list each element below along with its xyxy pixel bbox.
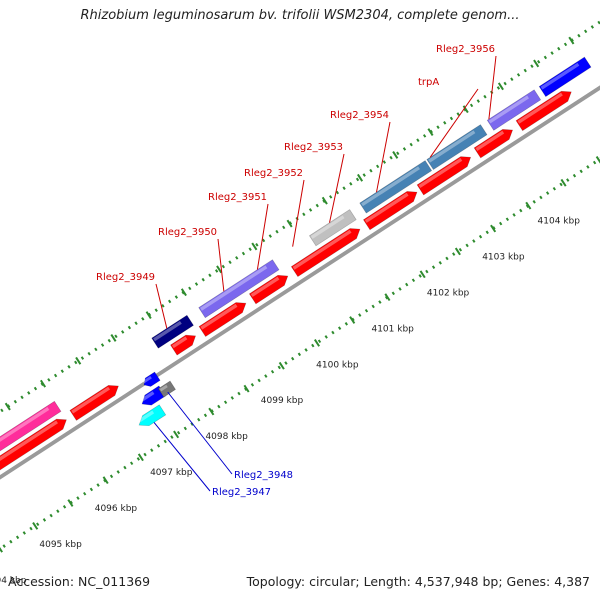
gene-label[interactable]: Rleg2_3947 xyxy=(212,487,271,498)
label-leader xyxy=(217,238,225,292)
gene-label[interactable]: Rleg2_3953 xyxy=(284,142,343,153)
gene-rleg2-3952[interactable] xyxy=(308,209,357,247)
major-tick xyxy=(427,128,434,136)
label-leader xyxy=(153,422,211,492)
scale-label: 4095 kbp xyxy=(39,540,82,550)
major-tick xyxy=(75,356,82,365)
gene-rleg2-3949[interactable] xyxy=(151,314,194,349)
backbone-line xyxy=(0,85,600,480)
gene-label[interactable]: Rleg2_3948 xyxy=(234,470,293,481)
major-tick xyxy=(595,155,600,164)
map-title: Rhizobium leguminosarum bv. trifolii WSM… xyxy=(80,8,520,23)
major-tick xyxy=(39,379,47,388)
gene-pink[interactable] xyxy=(0,400,62,493)
major-tick xyxy=(313,338,321,347)
gene-trpa[interactable] xyxy=(426,124,488,170)
scale-label: 4102 kbp xyxy=(427,288,470,298)
gene-label[interactable]: trpA xyxy=(418,77,439,88)
backbone-highlight xyxy=(0,83,600,475)
major-tick xyxy=(560,178,567,187)
scale-label: 4099 kbp xyxy=(261,396,304,406)
accession-text: Accession: NC_011369 xyxy=(8,574,151,589)
major-tick xyxy=(4,402,11,411)
scale-label: 4096 kbp xyxy=(95,504,138,514)
cds-feature[interactable] xyxy=(473,125,516,159)
gene-label[interactable]: Rleg2_3956 xyxy=(436,44,495,55)
scale-label: 4094 kbp xyxy=(0,576,27,586)
major-tick xyxy=(392,151,399,159)
major-tick xyxy=(208,407,215,416)
gene-label[interactable]: Rleg2_3951 xyxy=(208,192,267,203)
scale-label: 4101 kbp xyxy=(371,324,414,334)
cds-feature[interactable] xyxy=(515,87,575,132)
gene-label[interactable]: Rleg2_3949 xyxy=(96,272,155,283)
major-tick xyxy=(462,105,469,114)
major-tick xyxy=(173,430,180,439)
label-leader xyxy=(429,88,479,158)
major-tick xyxy=(454,247,461,256)
gene-rleg2-3948[interactable] xyxy=(157,380,176,398)
major-tick xyxy=(102,476,109,485)
gene-rleg2-3947[interactable] xyxy=(136,404,167,430)
major-tick xyxy=(525,201,532,210)
gene-reverse-a[interactable] xyxy=(139,385,166,409)
major-tick xyxy=(216,265,223,274)
major-tick xyxy=(384,293,391,302)
gene-reverse-b[interactable] xyxy=(141,371,161,389)
cds-feature[interactable] xyxy=(416,152,474,196)
label-leader xyxy=(155,283,168,329)
major-tick xyxy=(180,288,187,297)
major-tick xyxy=(145,311,152,319)
major-tick xyxy=(32,521,39,530)
major-tick xyxy=(243,384,250,393)
genome-summary-text: Topology: circular; Length: 4,537,948 bp… xyxy=(246,574,590,589)
gene-label[interactable]: Rleg2_3954 xyxy=(330,110,389,121)
scale-label: 4098 kbp xyxy=(205,432,248,442)
label-leader xyxy=(167,391,233,475)
gene-rleg2-3956[interactable] xyxy=(486,89,542,131)
major-tick xyxy=(278,361,285,370)
major-tick xyxy=(286,219,293,228)
inner-tick-track xyxy=(0,157,600,551)
major-tick xyxy=(251,242,258,251)
gene-label[interactable]: Rleg2_3950 xyxy=(158,227,217,238)
major-tick xyxy=(419,270,426,279)
gene-next[interactable] xyxy=(538,56,592,97)
major-tick xyxy=(137,453,144,462)
major-tick xyxy=(67,499,74,507)
major-tick xyxy=(568,36,575,45)
major-tick xyxy=(321,196,328,205)
gene-rleg2-3953[interactable] xyxy=(359,160,433,214)
gene-rleg2-3950[interactable] xyxy=(198,259,280,319)
label-leader xyxy=(256,203,269,270)
major-tick xyxy=(490,224,497,233)
cds-feature[interactable] xyxy=(362,187,420,231)
major-tick xyxy=(0,546,3,553)
scale-label: 4103 kbp xyxy=(482,252,525,262)
major-tick xyxy=(497,82,504,91)
cds-feature[interactable] xyxy=(170,331,199,356)
major-tick xyxy=(349,316,356,324)
major-tick xyxy=(357,173,364,182)
label-leader xyxy=(292,179,305,247)
major-tick xyxy=(110,334,117,342)
cds-feature[interactable] xyxy=(0,415,70,506)
label-leader xyxy=(488,55,497,120)
label-leader xyxy=(329,153,345,223)
scale-label: 4097 kbp xyxy=(150,468,193,478)
gene-label[interactable]: Rleg2_3952 xyxy=(244,168,303,179)
major-tick xyxy=(533,59,540,68)
scale-label: 4100 kbp xyxy=(316,360,359,370)
cds-feature[interactable] xyxy=(198,298,249,337)
scale-label: 4104 kbp xyxy=(538,217,581,227)
cds-feature[interactable] xyxy=(69,381,122,421)
cds-feature[interactable] xyxy=(248,271,291,305)
cds-feature[interactable] xyxy=(290,224,363,278)
label-leader xyxy=(376,121,391,193)
